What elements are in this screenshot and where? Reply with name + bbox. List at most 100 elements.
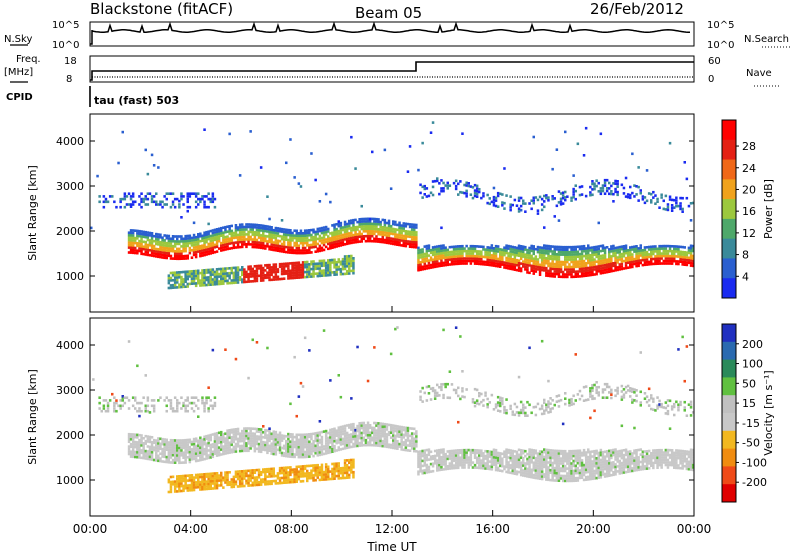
data-cell: [570, 255, 573, 259]
data-cell: [173, 276, 177, 279]
data-cell: [136, 446, 139, 449]
data-cell: [540, 268, 544, 272]
data-cell: [622, 247, 626, 250]
data-cell: [316, 451, 319, 455]
data-cell: [519, 262, 523, 265]
data-cell: [255, 430, 259, 433]
data-cell: [211, 251, 215, 255]
data-cell: [350, 219, 353, 222]
data-cell: [499, 262, 502, 266]
data-cell: [282, 250, 286, 254]
data-cell: [226, 242, 229, 246]
data-cell: [194, 454, 198, 458]
data-cell: [333, 477, 336, 480]
data-cell: [299, 480, 303, 483]
data-cell: [345, 269, 349, 273]
data-cell: [335, 263, 338, 266]
data-cell: [345, 225, 349, 228]
data-cell: [499, 192, 502, 196]
data-cell: [222, 279, 225, 283]
data-cell: [201, 246, 204, 250]
data-cell: [354, 233, 357, 236]
data-cell: [262, 266, 265, 270]
data-cell: [536, 250, 540, 254]
data-cell: [186, 275, 189, 278]
data-cell: [201, 251, 204, 255]
data-cell: [385, 234, 389, 237]
data-cell: [431, 185, 435, 189]
data-cell: [689, 259, 693, 262]
data-cell: [614, 190, 617, 194]
data-cell: [215, 250, 219, 253]
data-cell: [685, 258, 689, 262]
data-cell: [310, 233, 313, 237]
data-cell: [201, 485, 204, 489]
data-cell: [280, 272, 284, 276]
data-cell: [268, 472, 271, 476]
data-cell: [555, 148, 559, 151]
data-cell: [614, 266, 617, 270]
data-cell: [176, 475, 179, 478]
data-cell: [222, 241, 225, 244]
data-cell: [681, 210, 684, 213]
data-cell: [645, 258, 649, 261]
data-cell: [664, 259, 668, 263]
data-cell: [131, 246, 135, 250]
data-cell: [255, 437, 259, 441]
data-cell: [131, 445, 135, 449]
data-cell: [222, 435, 225, 438]
data-cell: [276, 443, 280, 447]
data-cell: [138, 195, 141, 198]
data-cell: [255, 277, 259, 280]
data-cell: [106, 409, 110, 413]
data-cell: [213, 205, 217, 209]
data-cell: [98, 396, 101, 399]
data-cell: [293, 274, 296, 277]
data-cell: [490, 256, 494, 260]
data-cell: [568, 245, 571, 249]
data-cell: [146, 253, 150, 257]
data-cell: [299, 475, 303, 478]
data-cell: [194, 245, 198, 249]
data-cell: [538, 270, 542, 274]
data-cell: [167, 247, 171, 250]
data-cell: [551, 250, 554, 253]
data-cell: [459, 190, 462, 194]
data-cell: [167, 461, 171, 464]
data-cell: [392, 237, 395, 241]
data-cell: [327, 439, 330, 442]
data-cell: [310, 152, 313, 155]
data-cell: [247, 272, 250, 276]
data-cell: [247, 469, 250, 473]
data-cell: [417, 254, 420, 257]
data-cell: [232, 440, 236, 444]
data-cell: [580, 265, 584, 268]
data-cell: [241, 472, 244, 475]
data-cell: [280, 219, 284, 222]
data-cell: [343, 427, 347, 430]
data-cell: [178, 489, 181, 493]
data-cell: [238, 230, 242, 234]
data-cell: [427, 249, 431, 252]
data-cell: [524, 265, 527, 269]
data-cell: [274, 445, 278, 449]
data-cell: [429, 248, 433, 252]
data-cell: [660, 262, 663, 265]
data-cell: [517, 264, 521, 267]
data-cell: [241, 243, 244, 246]
data-cell: [530, 269, 533, 272]
data-cell: [511, 258, 514, 261]
data-cell: [131, 234, 135, 237]
data-cell: [165, 249, 168, 252]
data-cell: [173, 283, 177, 287]
data-cell: [515, 261, 519, 264]
data-cell: [333, 235, 336, 239]
data-cell: [599, 254, 603, 258]
data-cell: [608, 260, 611, 264]
data-cell: [176, 252, 179, 256]
data-cell: [329, 244, 332, 248]
data-cell: [144, 434, 147, 438]
data-cell: [285, 269, 288, 273]
power-ylabel: Slant Range [km]: [26, 165, 39, 261]
data-cell: [144, 407, 147, 410]
